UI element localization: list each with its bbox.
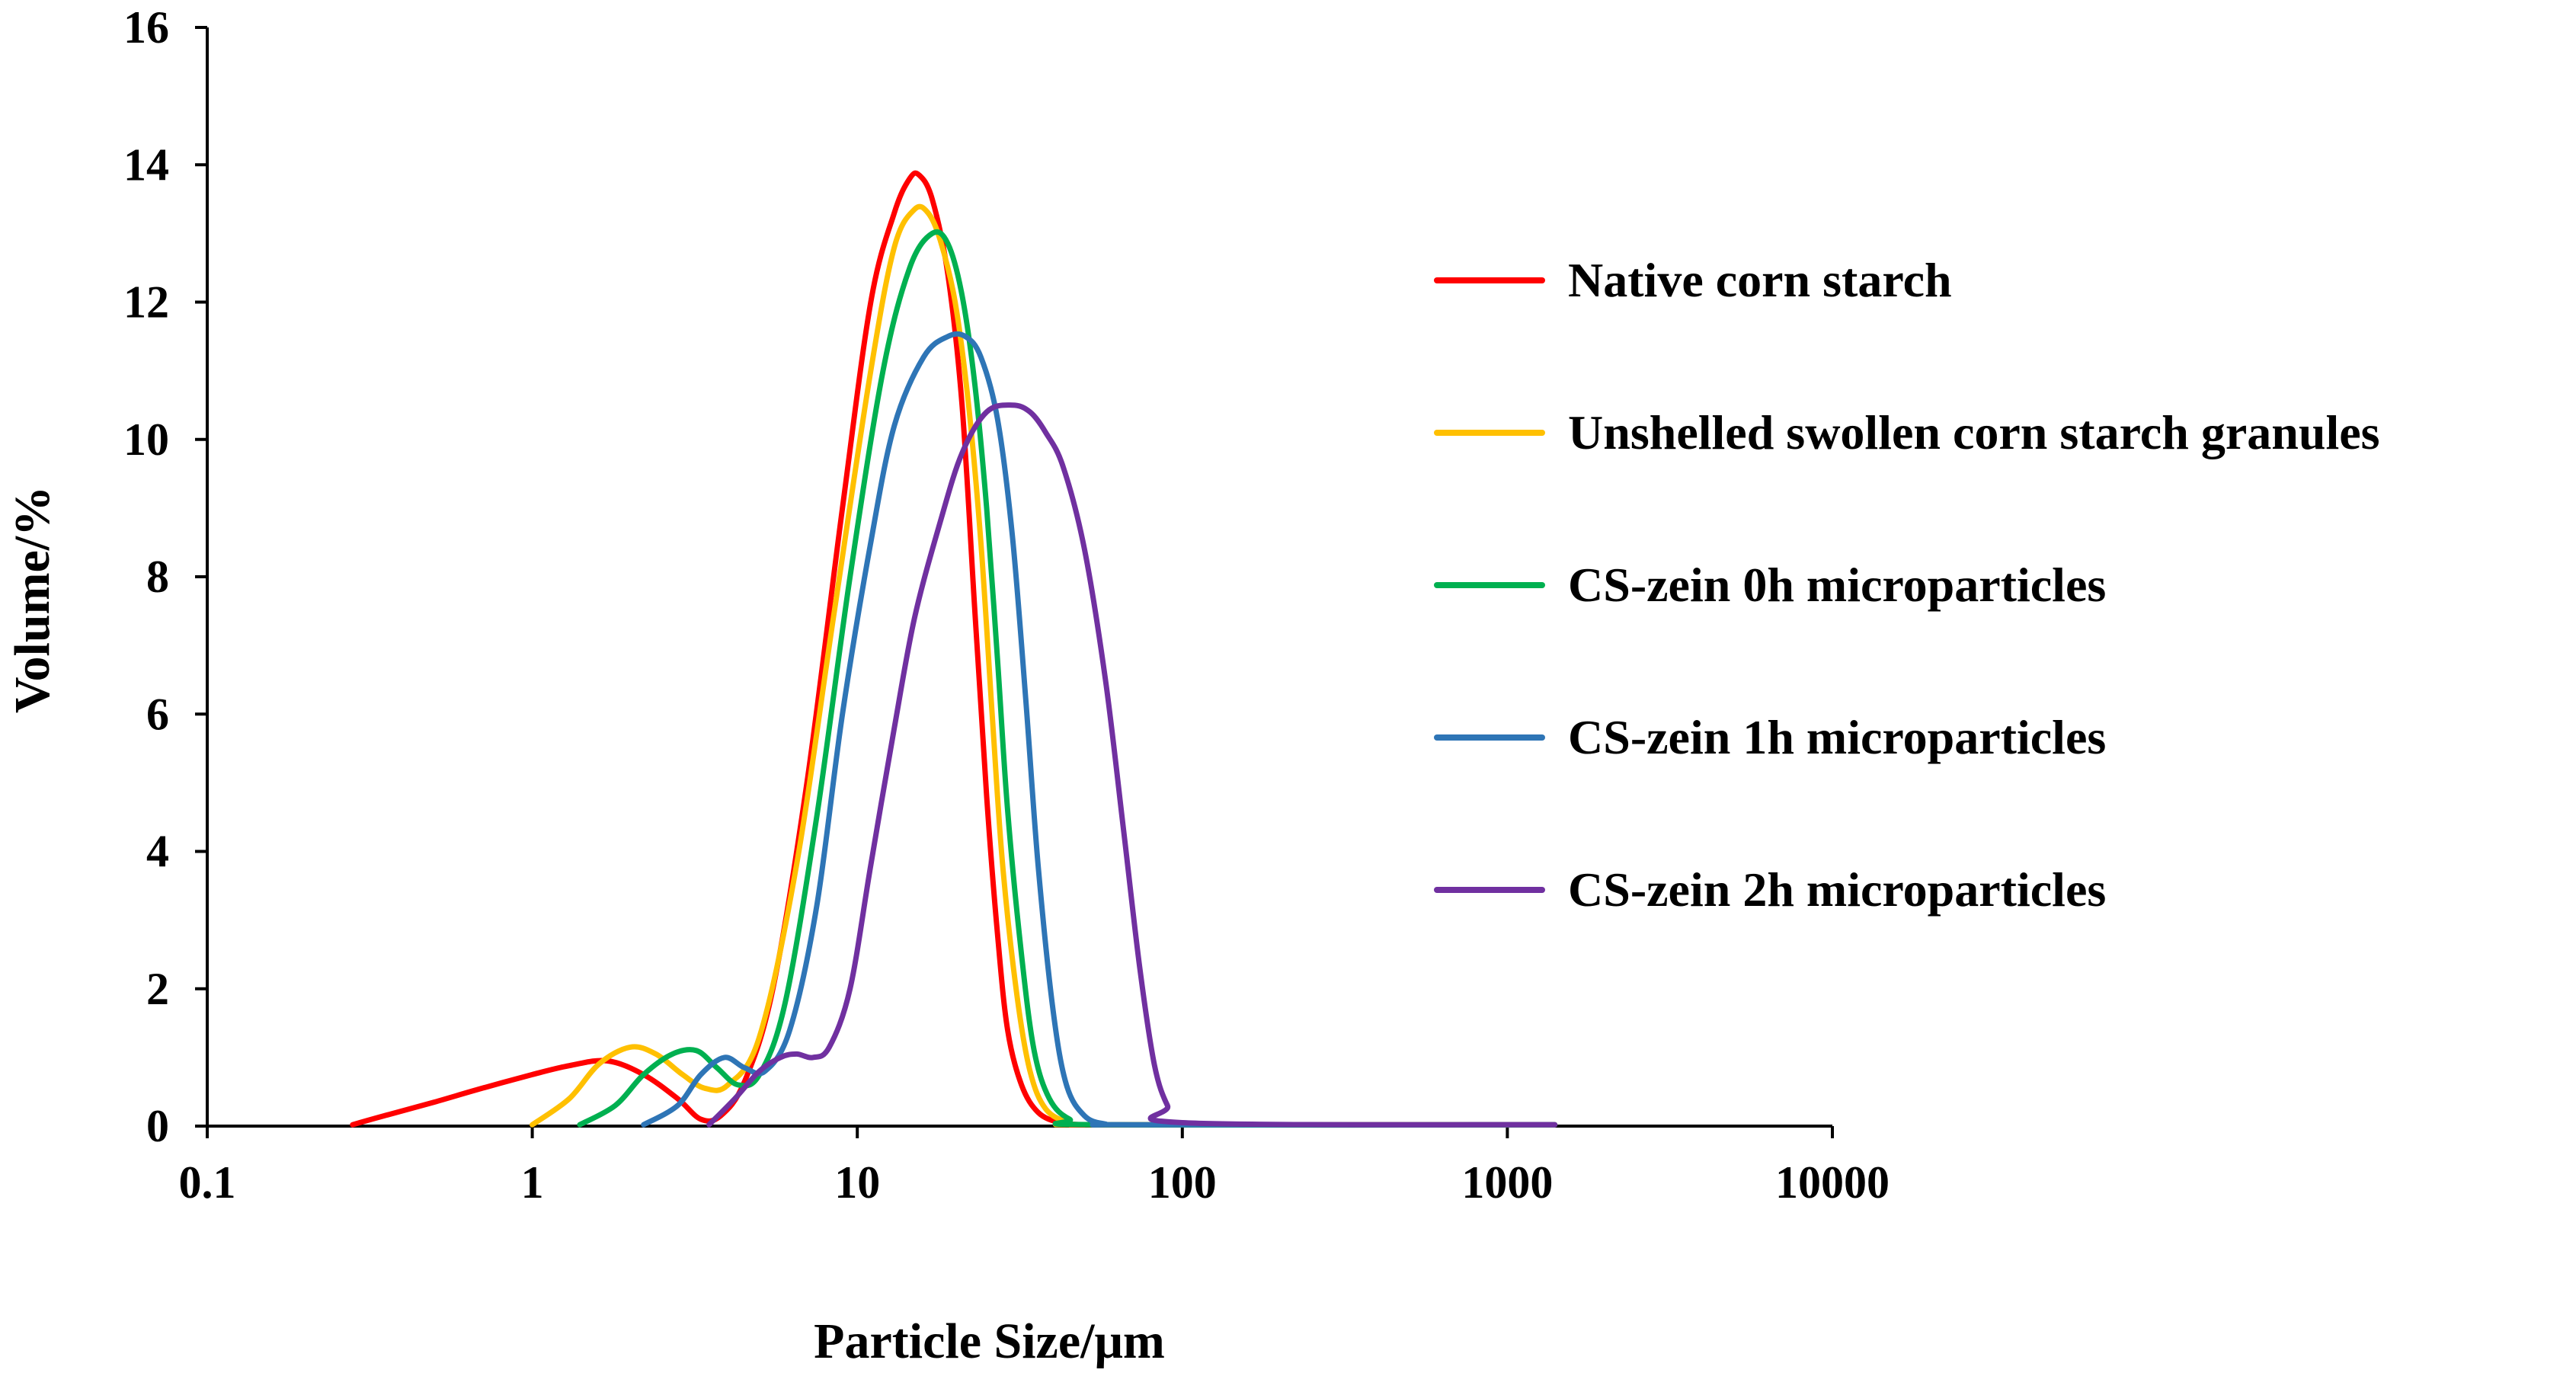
legend-label: CS-zein 2h microparticles: [1568, 862, 2106, 917]
x-tick-label: 100: [1148, 1157, 1217, 1208]
y-tick-label: 2: [146, 964, 169, 1014]
y-tick-label: 10: [123, 414, 169, 465]
legend-item: Unshelled swollen corn starch granules: [1434, 405, 2380, 459]
series-lines: [350, 170, 1558, 1128]
legend-item: CS-zein 2h microparticles: [1434, 862, 2106, 917]
y-tick-label: 16: [123, 2, 169, 53]
legend-item: CS-zein 1h microparticles: [1434, 710, 2106, 764]
x-tick-label: 1: [521, 1157, 544, 1208]
legend-label: CS-zein 0h microparticles: [1568, 558, 2106, 612]
y-tick-label: 6: [146, 689, 169, 739]
x-tick-label: 10000: [1775, 1157, 1890, 1208]
x-tick-label: 10: [834, 1157, 880, 1208]
series-line-2: [530, 203, 1558, 1128]
y-tick-label: 0: [146, 1101, 169, 1151]
y-axis-title: Volume/%: [5, 486, 60, 713]
y-tick-label: 14: [123, 139, 169, 190]
y-tick-label: 8: [146, 552, 169, 602]
ticks: 0.1 1 10 100 1000 10000 0 2 4 6 8 10 12 14 16: [123, 2, 1890, 1208]
legend-label: Unshelled swollen corn starch granules: [1568, 405, 2380, 459]
series-line-5: [706, 402, 1558, 1128]
x-axis-title: Particle Size/μm: [814, 1314, 1165, 1369]
legend-label: CS-zein 1h microparticles: [1568, 710, 2106, 764]
legend-label: Native corn starch: [1568, 253, 1952, 307]
series-line-3: [577, 229, 1558, 1128]
series-line-1: [350, 170, 1558, 1128]
legend-item: Native corn starch: [1434, 253, 1952, 307]
legend: Native corn starch Unshelled swollen corn…: [1434, 253, 2380, 917]
x-tick-label: 0.1: [179, 1157, 236, 1208]
series-line-4: [641, 331, 1558, 1128]
y-tick-label: 12: [123, 277, 169, 328]
x-tick-label: 1000: [1461, 1157, 1553, 1208]
y-tick-label: 4: [146, 827, 169, 877]
legend-item: CS-zein 0h microparticles: [1434, 558, 2106, 612]
